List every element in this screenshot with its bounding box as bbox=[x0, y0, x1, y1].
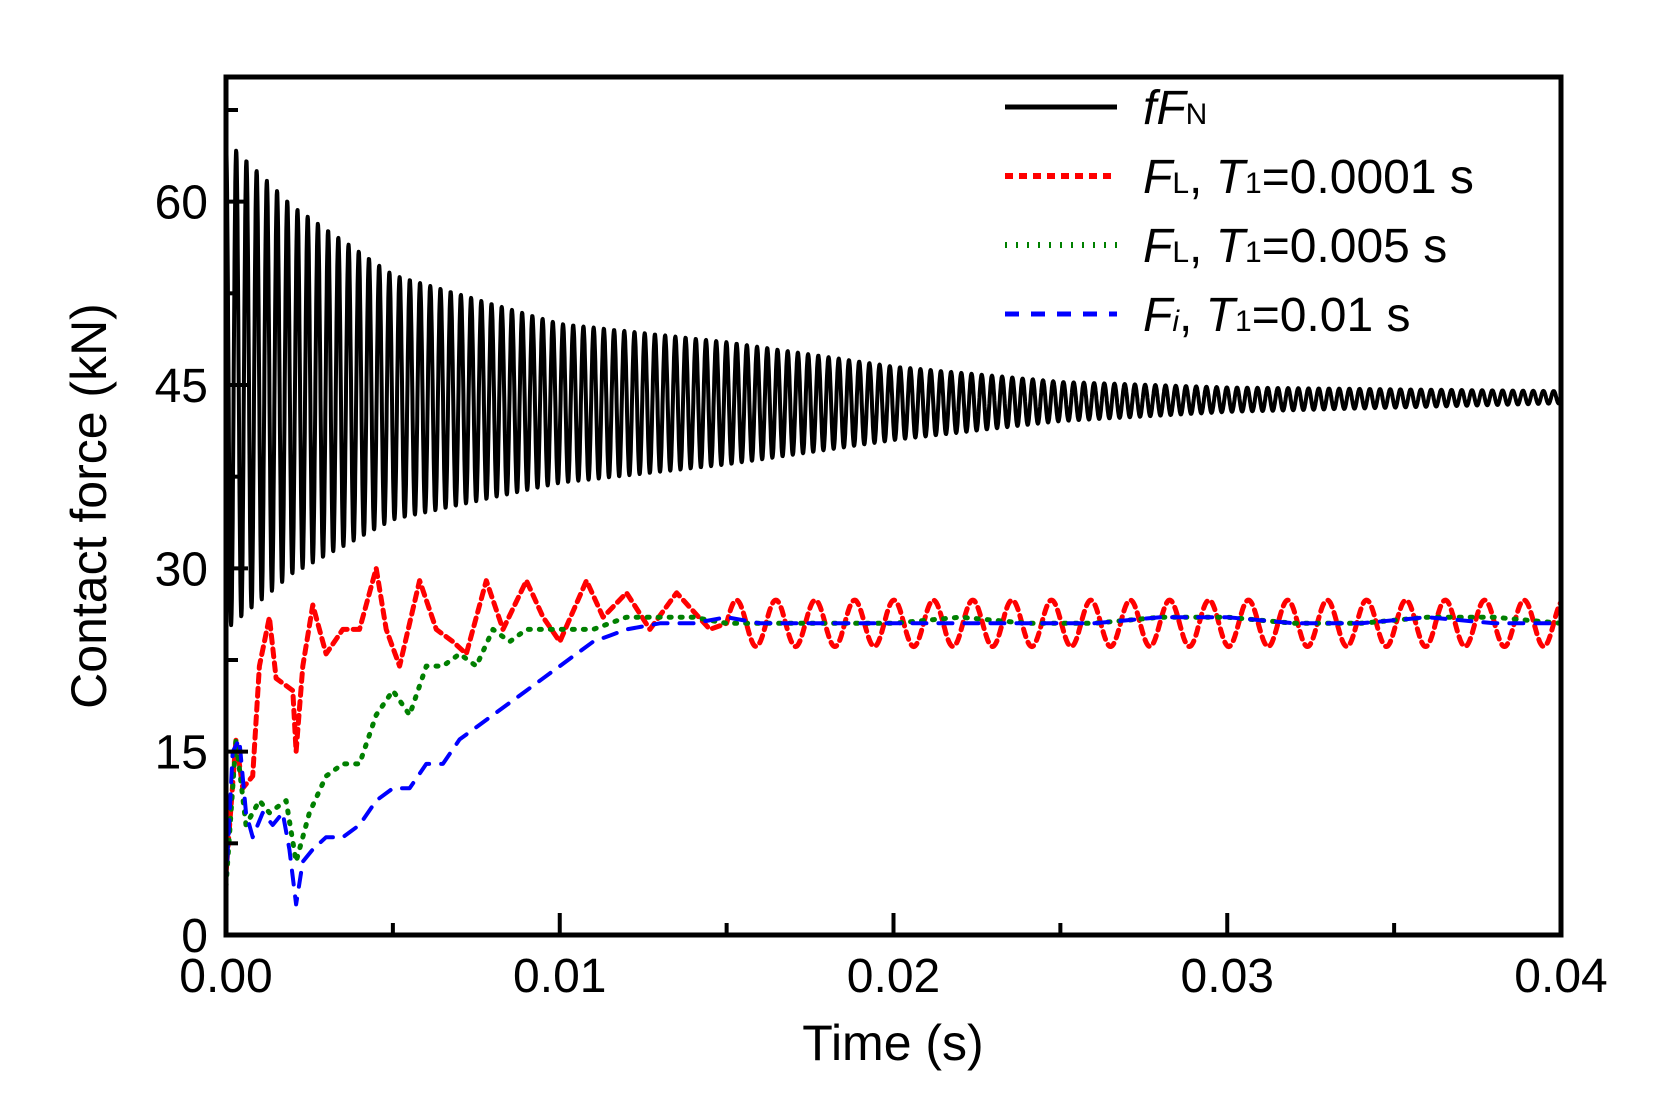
legend-label-3: Fi, T1=0.01 s bbox=[1143, 289, 1410, 342]
y-axis-title: Contact force (kN) bbox=[61, 303, 117, 709]
y-tick-label: 15 bbox=[155, 727, 208, 780]
legend-label-part: , bbox=[1179, 289, 1206, 342]
legend-label-part: F bbox=[1156, 82, 1188, 135]
legend-label-part: i bbox=[1172, 305, 1180, 338]
legend-label-part: F bbox=[1143, 151, 1175, 204]
legend-label-part: =0.005 s bbox=[1262, 220, 1447, 273]
legend-label-part: , bbox=[1189, 151, 1216, 204]
legend-label-part: =0.01 s bbox=[1252, 289, 1411, 342]
legend-label-part: L bbox=[1172, 236, 1189, 269]
legend-label-part: F bbox=[1143, 220, 1175, 273]
x-tick-label: 0.01 bbox=[513, 950, 606, 1003]
series-line-0 bbox=[224, 138, 1563, 628]
x-tick-label: 0.02 bbox=[847, 950, 940, 1003]
y-tick-label: 0 bbox=[181, 910, 208, 963]
series-layer bbox=[223, 138, 1564, 907]
y-tick-label: 45 bbox=[155, 360, 208, 413]
legend-label-part: L bbox=[1172, 167, 1189, 200]
legend-label-part: 1 bbox=[1235, 305, 1252, 338]
legend-label-part: T bbox=[1216, 220, 1249, 273]
legend-label-part: N bbox=[1186, 98, 1208, 131]
y-tick-labels: 0 15 30 45 60 bbox=[155, 177, 208, 963]
legend-label-part: F bbox=[1143, 289, 1175, 342]
x-tick-labels: 0.00 0.01 0.02 0.03 0.04 bbox=[179, 950, 1607, 1003]
x-tick-label: 0.04 bbox=[1514, 950, 1607, 1003]
legend-label-part: , bbox=[1189, 220, 1216, 273]
legend-label-part: 1 bbox=[1245, 236, 1262, 269]
plot-frame bbox=[223, 74, 1564, 938]
legend-label-2: FL, T1=0.005 s bbox=[1143, 220, 1447, 273]
y-tick-label: 60 bbox=[155, 177, 208, 230]
series-line-1 bbox=[223, 565, 1564, 877]
x-tick-label: 0.03 bbox=[1181, 950, 1274, 1003]
legend-label-part: 1 bbox=[1245, 167, 1262, 200]
legend-label-0: fFN bbox=[1143, 82, 1207, 135]
y-tick-label: 30 bbox=[155, 543, 208, 596]
series-line-2 bbox=[223, 614, 1564, 889]
legend-label-part: T bbox=[1216, 151, 1249, 204]
legend-label-part: T bbox=[1206, 289, 1239, 342]
series-line-3 bbox=[224, 615, 1563, 907]
legend-label-1: FL, T1=0.0001 s bbox=[1143, 151, 1474, 204]
x-tick-label: 0.00 bbox=[179, 950, 272, 1003]
x-axis-title: Time (s) bbox=[802, 1015, 983, 1071]
legend-label-part: =0.0001 s bbox=[1262, 151, 1474, 204]
